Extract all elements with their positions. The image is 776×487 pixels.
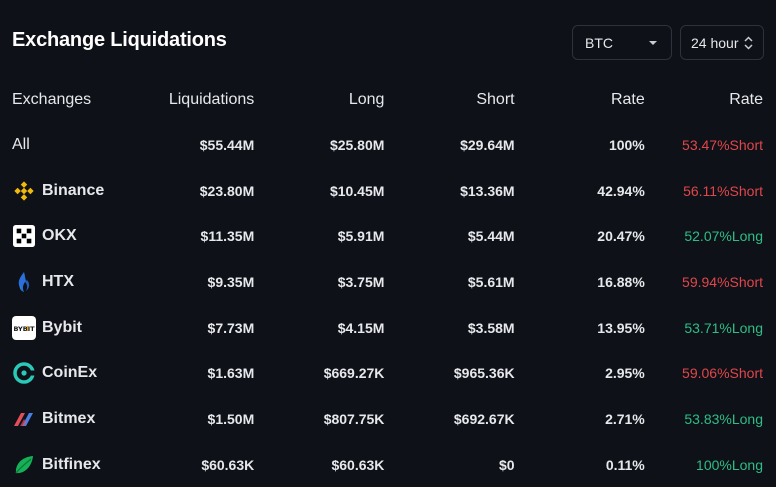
exchange-label-group: CoinEx bbox=[12, 361, 153, 385]
exchange-cell: BYBIT Bybit bbox=[0, 305, 153, 351]
exchange-label-group: All bbox=[12, 136, 153, 154]
side-rate-cell: 53.83%Long bbox=[684, 410, 763, 427]
short-cell: $5.44M bbox=[467, 228, 515, 245]
table-row[interactable]: Bitmex $1.50M $807.75K $692.67K 2.71% 53.83%L… bbox=[0, 396, 776, 442]
rate-cell: 16.88% bbox=[597, 273, 645, 290]
period-select[interactable]: 24 hour bbox=[680, 25, 764, 60]
coin-select-value: BTC bbox=[585, 34, 613, 51]
binance-logo-icon bbox=[12, 179, 36, 203]
table-row[interactable]: All $55.44M $25.80M $29.64M 100% 53.47%Short bbox=[0, 122, 776, 168]
exchange-name: All bbox=[12, 135, 30, 153]
table-row[interactable]: Bitfinex $60.63K $60.63K $0 0.11% 100%Long bbox=[0, 442, 776, 487]
long-cell: $669.27K bbox=[323, 365, 385, 382]
bybit-logo-icon: BYBIT bbox=[12, 315, 36, 340]
liquidations-table: Exchanges Liquidations Long Short Rate R… bbox=[0, 78, 776, 487]
page-title: Exchange Liquidations bbox=[12, 29, 227, 51]
side-rate-cell: 52.07%Long bbox=[684, 228, 763, 245]
short-cell: $13.36M bbox=[460, 182, 515, 199]
exchange-name: HTX bbox=[42, 272, 74, 290]
okx-logo-icon bbox=[12, 224, 36, 248]
side-rate-cell: 59.06%Short bbox=[682, 365, 763, 382]
side-rate-cell: 100%Long bbox=[696, 456, 763, 473]
liquidations-cell: $11.35M bbox=[200, 228, 255, 245]
sort-updown-icon bbox=[744, 36, 753, 50]
long-cell: $5.91M bbox=[337, 228, 385, 245]
exchange-name: Binance bbox=[42, 181, 105, 199]
table-row[interactable]: Binance $23.80M $10.45M $13.36M 42.94% 56.11%… bbox=[0, 168, 776, 214]
svg-text:BYBIT: BYBIT bbox=[13, 325, 35, 333]
long-cell: $60.63K bbox=[331, 456, 385, 473]
column-header-short[interactable]: Short bbox=[476, 91, 515, 108]
exchange-name: CoinEx bbox=[42, 364, 98, 382]
column-header-long[interactable]: Long bbox=[348, 91, 385, 108]
side-rate-cell: 56.11%Short bbox=[683, 182, 763, 199]
long-cell: $10.45M bbox=[329, 182, 385, 199]
side-rate-cell: 53.47%Short bbox=[682, 136, 763, 153]
chevron-down-icon bbox=[649, 41, 657, 45]
exchange-label-group: Binance bbox=[12, 179, 153, 203]
long-cell: $807.75K bbox=[323, 410, 385, 427]
column-header-rate[interactable]: Rate bbox=[610, 91, 645, 108]
table-row[interactable]: BYBIT Bybit $7.73M $4.15M $3.58M 13.95% 53.71%… bbox=[0, 305, 776, 351]
short-cell: $0 bbox=[499, 456, 515, 473]
coin-select[interactable]: BTC bbox=[572, 25, 672, 60]
table-row[interactable]: OKX $11.35M $5.91M $5.44M 20.47% 52.07%Long bbox=[0, 213, 776, 259]
liquidations-cell: $60.63K bbox=[201, 456, 255, 473]
exchange-cell: HTX bbox=[0, 259, 153, 305]
liquidations-cell: $1.63M bbox=[207, 365, 255, 382]
exchange-label-group: Bitmex bbox=[12, 407, 153, 431]
exchange-cell: CoinEx bbox=[0, 350, 153, 396]
liquidations-cell: $7.73M bbox=[207, 319, 255, 336]
rate-cell: 20.47% bbox=[597, 228, 645, 245]
table-row[interactable]: CoinEx $1.63M $669.27K $965.36K 2.95% 59.06%S… bbox=[0, 350, 776, 396]
table-row[interactable]: HTX $9.35M $3.75M $5.61M 16.88% 59.94%Short bbox=[0, 259, 776, 305]
column-header-liquidations[interactable]: Liquidations bbox=[168, 91, 255, 108]
side-rate-cell: 59.94%Short bbox=[682, 273, 763, 290]
period-select-value: 24 hour bbox=[691, 34, 739, 51]
long-cell: $25.80M bbox=[329, 136, 385, 153]
exchange-cell: All bbox=[0, 122, 153, 168]
exchange-cell: Binance bbox=[0, 168, 153, 214]
long-cell: $3.75M bbox=[337, 273, 385, 290]
exchange-label-group: BYBIT Bybit bbox=[12, 315, 153, 340]
short-cell: $5.61M bbox=[467, 273, 515, 290]
exchange-cell: Bitmex bbox=[0, 396, 153, 442]
column-header-exchanges[interactable]: Exchanges bbox=[12, 91, 92, 108]
short-cell: $29.64M bbox=[460, 136, 515, 153]
short-cell: $3.58M bbox=[467, 319, 515, 336]
rate-cell: 13.95% bbox=[597, 319, 645, 336]
exchange-name: OKX bbox=[42, 227, 77, 245]
side-rate-cell: 53.71%Long bbox=[684, 319, 763, 336]
exchange-label-group: HTX bbox=[12, 270, 153, 294]
liquidations-cell: $55.44M bbox=[199, 136, 255, 153]
column-header-side-rate[interactable]: Rate bbox=[729, 91, 763, 108]
rate-cell: 0.11% bbox=[605, 456, 645, 473]
exchange-name: Bitmex bbox=[42, 409, 96, 427]
coinex-logo-icon bbox=[12, 361, 36, 385]
liquidations-cell: $1.50M bbox=[207, 410, 255, 427]
exchange-name: Bybit bbox=[42, 318, 82, 336]
short-cell: $965.36K bbox=[453, 365, 515, 382]
exchange-label-group: OKX bbox=[12, 224, 153, 248]
rate-cell: 2.71% bbox=[605, 410, 645, 427]
exchange-cell: Bitfinex bbox=[0, 442, 153, 487]
rate-cell: 2.95% bbox=[605, 365, 645, 382]
bitfinex-logo-icon bbox=[12, 453, 36, 477]
exchange-name: Bitfinex bbox=[42, 455, 101, 473]
exchange-cell: OKX bbox=[0, 213, 153, 259]
bitmex-logo-icon bbox=[12, 407, 36, 431]
long-cell: $4.15M bbox=[337, 319, 385, 336]
liquidations-cell: $23.80M bbox=[199, 182, 255, 199]
table-header-row: Exchanges Liquidations Long Short Rate R… bbox=[0, 78, 776, 122]
liquidations-cell: $9.35M bbox=[207, 273, 255, 290]
short-cell: $692.67K bbox=[453, 410, 515, 427]
exchange-label-group: Bitfinex bbox=[12, 453, 153, 477]
rate-cell: 100% bbox=[608, 136, 645, 153]
htx-logo-icon bbox=[12, 270, 36, 294]
rate-cell: 42.94% bbox=[597, 182, 645, 199]
